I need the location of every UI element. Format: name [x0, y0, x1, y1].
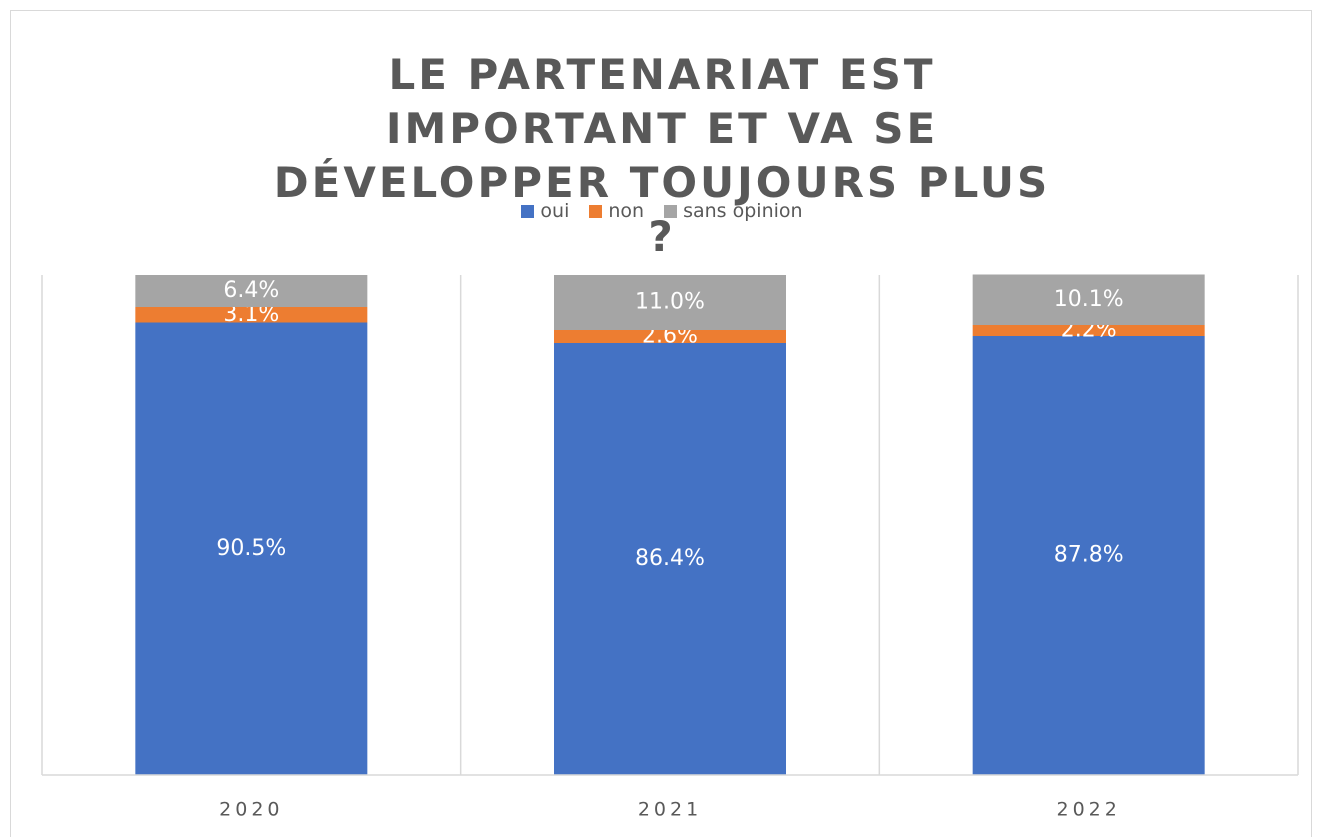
bar-segment	[135, 322, 368, 775]
data-label: 11.0%	[635, 290, 705, 315]
legend-item: oui	[521, 200, 569, 222]
bar-segment	[135, 275, 368, 307]
bar-segment	[554, 330, 786, 343]
legend: oui non sans opinion	[0, 200, 1324, 222]
legend-label: non	[608, 200, 645, 222]
x-tick-label: 2022	[1056, 799, 1120, 821]
bar-segment	[135, 307, 368, 323]
x-tick-label: 2020	[219, 799, 283, 821]
legend-item: non	[589, 200, 644, 222]
bar-segment	[972, 336, 1205, 775]
legend-item: sans opinion	[664, 200, 803, 222]
bar-segment	[554, 343, 786, 775]
legend-swatch	[589, 204, 603, 218]
x-tick-label: 2021	[638, 799, 702, 821]
data-label: 10.1%	[1054, 287, 1124, 312]
chart-title: LE PARTENARIAT EST IMPORTANT ET VA SE DÉ…	[273, 50, 1051, 261]
legend-swatch	[521, 204, 535, 218]
bar-segment	[972, 274, 1205, 325]
data-label: 90.5%	[216, 536, 286, 561]
chart-border	[10, 10, 1312, 837]
legend-label: oui	[540, 200, 570, 222]
legend-label: sans opinion	[683, 200, 803, 222]
data-label: 86.4%	[635, 546, 705, 571]
data-label: 6.4%	[223, 278, 279, 303]
legend-swatch	[664, 204, 678, 218]
bar-segment	[554, 275, 786, 330]
data-label: 87.8%	[1054, 543, 1124, 568]
bar-segment	[972, 325, 1205, 336]
